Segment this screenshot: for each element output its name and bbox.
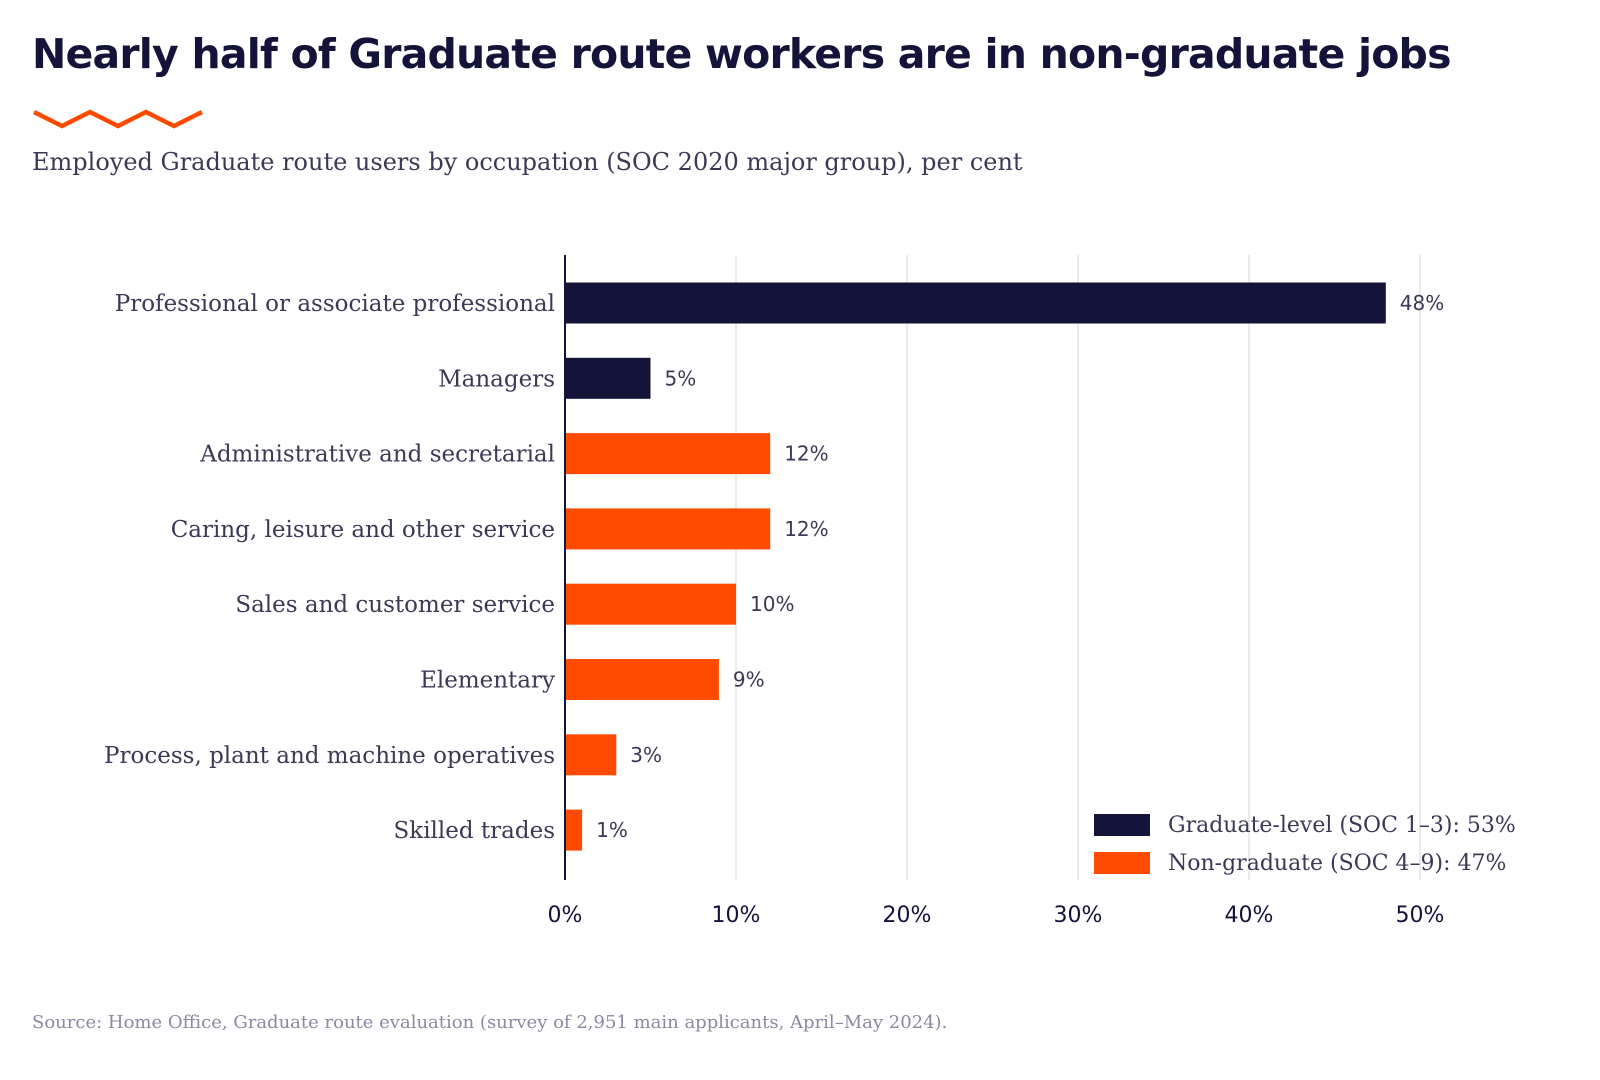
category-label: Administrative and secretarial bbox=[199, 442, 555, 468]
category-label: Caring, leisure and other service bbox=[171, 517, 555, 543]
bar bbox=[565, 659, 719, 700]
category-label: Skilled trades bbox=[394, 818, 556, 844]
x-tick-label: 20% bbox=[883, 903, 932, 928]
category-label: Managers bbox=[438, 366, 555, 392]
bar bbox=[565, 282, 1386, 324]
chart-title: Nearly half of Graduate route workers ar… bbox=[32, 30, 1452, 78]
legend-item-non-graduate: Non-graduate (SOC 4–9): 47% bbox=[1094, 844, 1516, 882]
bar bbox=[565, 583, 736, 625]
legend-label-non-graduate: Non-graduate (SOC 4–9): 47% bbox=[1168, 850, 1507, 876]
x-tick-label: 50% bbox=[1396, 903, 1445, 928]
data-label: 5% bbox=[665, 366, 697, 390]
category-label: Elementary bbox=[420, 668, 555, 694]
x-tick-label: 30% bbox=[1054, 903, 1103, 928]
chart-subtitle: Employed Graduate route users by occupat… bbox=[32, 148, 1023, 176]
source-note: Source: Home Office, Graduate route eval… bbox=[32, 1012, 948, 1033]
data-label: 12% bbox=[784, 442, 828, 466]
category-label: Professional or associate professional bbox=[115, 291, 555, 317]
data-label: 12% bbox=[784, 517, 828, 541]
legend-item-graduate: Graduate-level (SOC 1–3): 53% bbox=[1094, 806, 1516, 844]
x-tick-label: 40% bbox=[1225, 903, 1274, 928]
legend-label-graduate: Graduate-level (SOC 1–3): 53% bbox=[1168, 812, 1516, 838]
bar bbox=[565, 433, 771, 475]
bar bbox=[565, 734, 617, 776]
data-label: 3% bbox=[630, 743, 662, 767]
accent-zigzag bbox=[32, 109, 204, 129]
category-label: Sales and customer service bbox=[235, 592, 555, 618]
x-tick-label: 0% bbox=[548, 903, 583, 928]
bar bbox=[565, 357, 651, 399]
bar bbox=[565, 809, 583, 851]
data-label: 9% bbox=[733, 668, 765, 692]
x-tick-label: 10% bbox=[712, 903, 761, 928]
data-label: 1% bbox=[596, 818, 628, 842]
legend: Graduate-level (SOC 1–3): 53% Non-gradua… bbox=[1094, 806, 1516, 882]
legend-swatch-graduate bbox=[1094, 814, 1150, 836]
data-label: 10% bbox=[750, 592, 794, 616]
bar bbox=[565, 508, 771, 550]
category-label: Process, plant and machine operatives bbox=[104, 743, 555, 769]
legend-swatch-non-graduate bbox=[1094, 852, 1150, 874]
data-label: 48% bbox=[1400, 291, 1444, 315]
